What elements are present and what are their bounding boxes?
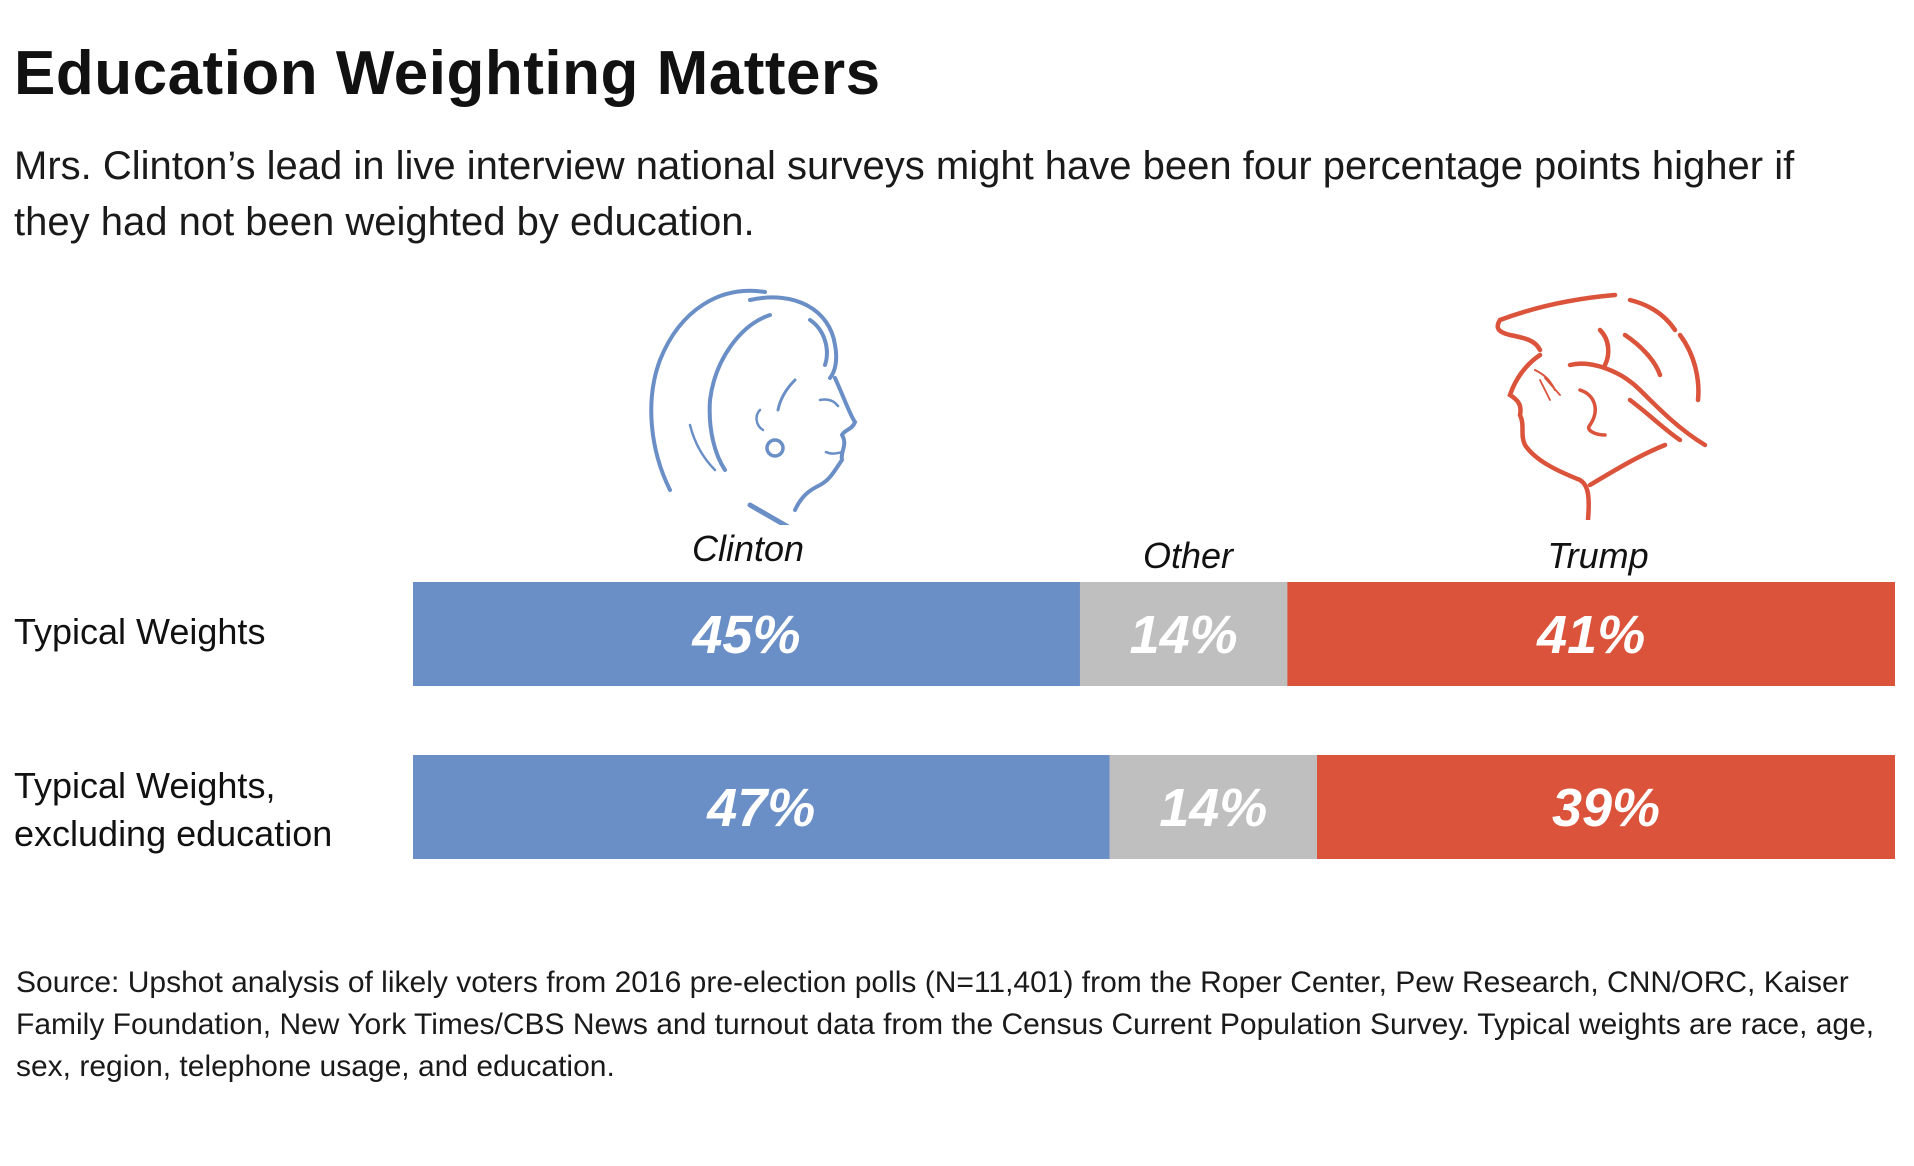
legend-clinton: Clinton [691,528,805,569]
source-note: Source: Upshot analysis of likely voters… [16,966,1875,1083]
bar-segment-other [1079,582,1288,686]
trump-portrait-icon [1480,280,1715,520]
bar-segment-clinton [413,755,1111,859]
data-label-trump: 39% [1552,778,1660,838]
row-label-line: excluding education [14,813,333,854]
chart-title: Education Weighting Matters [14,39,881,108]
data-label-trump: 41% [1536,605,1645,665]
row-label-line: Typical Weights, [14,765,276,806]
row-label-line: Typical Weights [14,611,266,652]
clinton-portrait-icon [630,280,870,525]
bar-segment-other [1109,755,1318,859]
bar-segment-clinton [413,582,1081,686]
row-label-typical-weights: Typical Weights [14,608,265,656]
bar-row-1: 47% 14% 39% [413,755,1895,859]
bar-row-0: 45% 14% 41% [413,582,1895,686]
bar-segment-trump [1287,582,1895,686]
data-label-other: 14% [1130,605,1238,665]
chart-subtitle: Mrs. Clinton’s lead in live interview na… [14,144,1795,244]
legend-trump: Trump [1547,535,1649,576]
legend-other: Other [1142,535,1234,576]
row-label-excluding-education: Typical Weights, excluding education [14,762,332,858]
data-label-clinton: 45% [691,605,800,665]
data-label-clinton: 47% [706,778,815,838]
bar-segment-trump [1317,755,1895,859]
data-label-other: 14% [1159,778,1267,838]
